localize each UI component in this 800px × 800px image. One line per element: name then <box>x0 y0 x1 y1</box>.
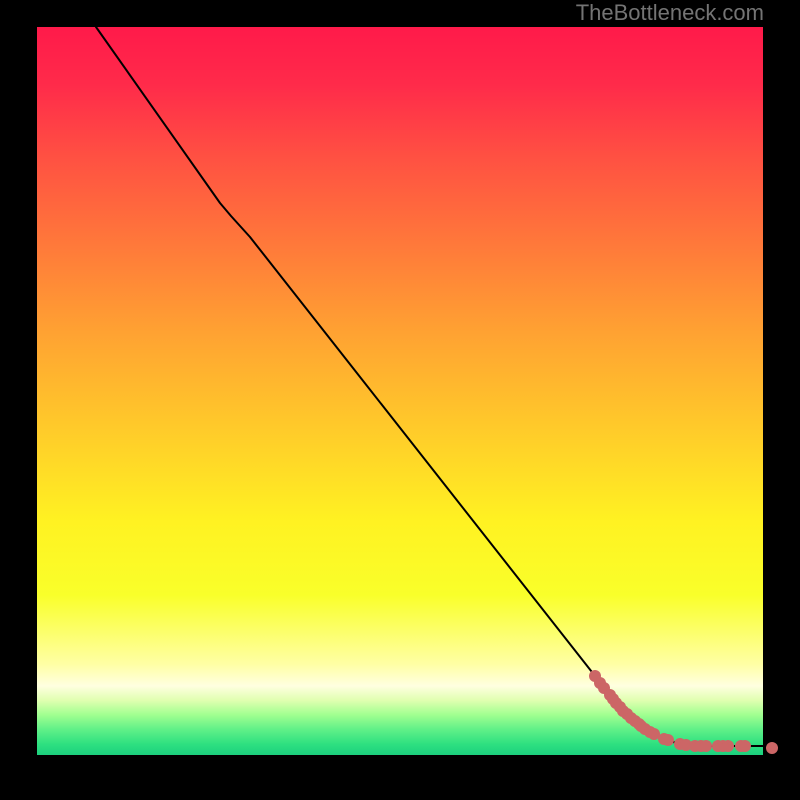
bottleneck-curve <box>96 27 763 746</box>
datapoint-marker <box>766 742 778 754</box>
datapoint-marker <box>700 740 712 752</box>
attribution-watermark: TheBottleneck.com <box>576 0 764 26</box>
chart-container: TheBottleneck.com <box>0 0 800 800</box>
chart-svg <box>0 0 800 800</box>
datapoint-marker <box>739 740 751 752</box>
datapoint-marker <box>662 734 674 746</box>
datapoints-group <box>589 670 778 754</box>
datapoint-marker <box>722 740 734 752</box>
